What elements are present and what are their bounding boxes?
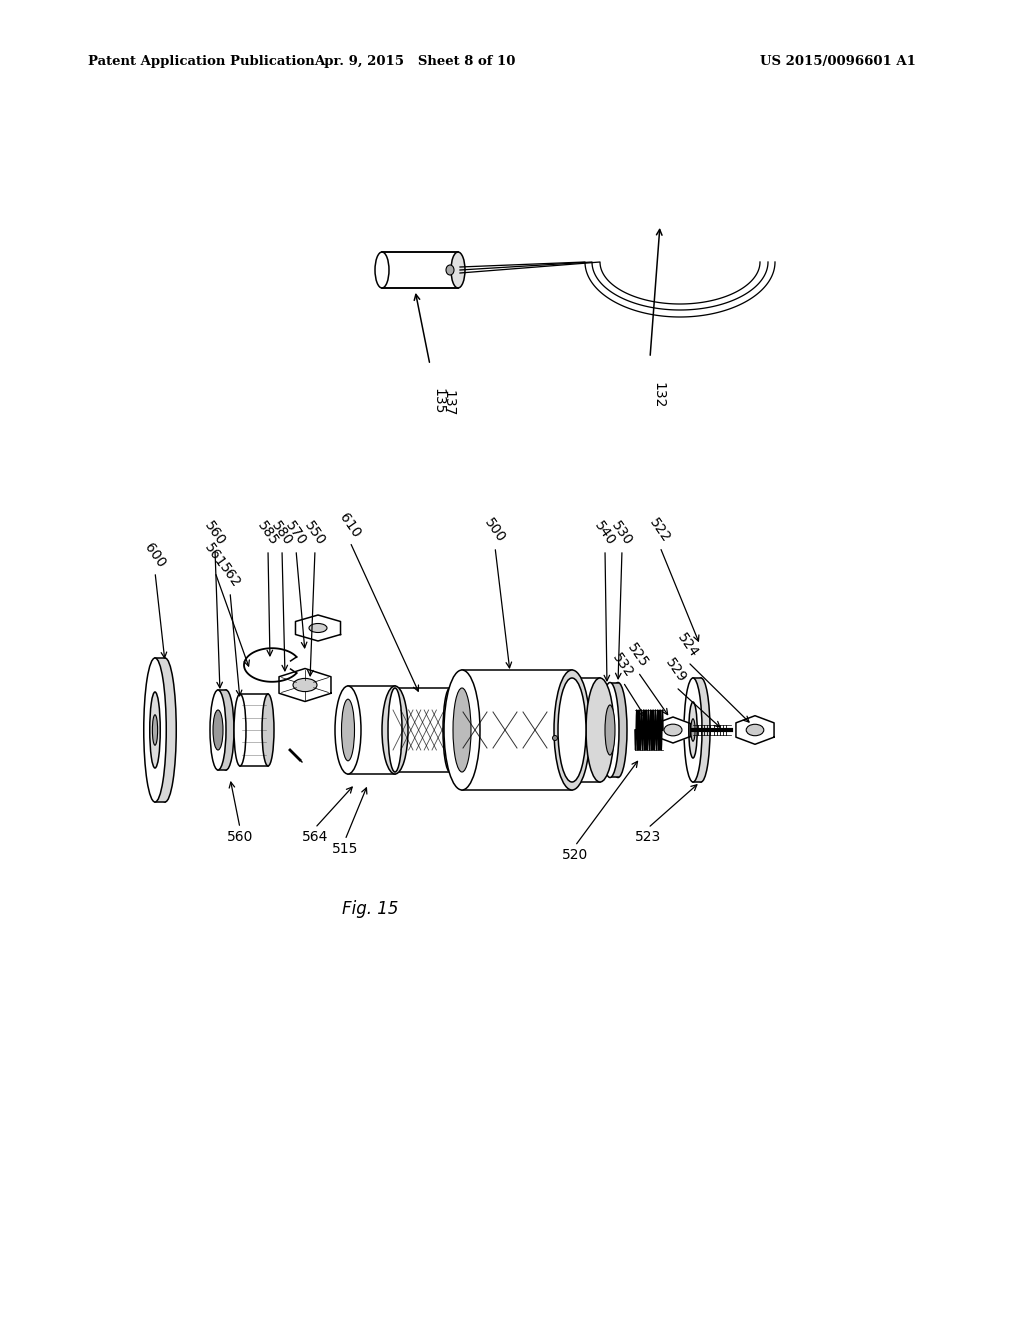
Ellipse shape: [388, 688, 402, 772]
Ellipse shape: [262, 694, 274, 766]
Text: 610: 610: [337, 511, 364, 540]
FancyBboxPatch shape: [395, 688, 450, 772]
Polygon shape: [296, 615, 341, 642]
Ellipse shape: [154, 657, 176, 803]
FancyBboxPatch shape: [348, 686, 395, 774]
Ellipse shape: [558, 678, 586, 781]
Text: 500: 500: [481, 516, 508, 545]
Ellipse shape: [150, 692, 160, 768]
Text: Fig. 15: Fig. 15: [342, 900, 398, 917]
Ellipse shape: [692, 678, 710, 781]
Text: 540: 540: [592, 519, 618, 548]
FancyBboxPatch shape: [572, 678, 600, 781]
Ellipse shape: [586, 678, 614, 781]
Text: 580: 580: [268, 519, 295, 548]
Ellipse shape: [234, 694, 246, 766]
Ellipse shape: [609, 682, 627, 777]
Ellipse shape: [689, 702, 697, 758]
FancyBboxPatch shape: [382, 252, 458, 288]
Ellipse shape: [335, 686, 361, 774]
Polygon shape: [655, 717, 690, 743]
Ellipse shape: [293, 678, 317, 692]
Ellipse shape: [691, 719, 695, 742]
Ellipse shape: [443, 688, 457, 772]
Ellipse shape: [143, 657, 166, 803]
Ellipse shape: [382, 686, 408, 774]
Ellipse shape: [684, 678, 702, 781]
Text: 562: 562: [217, 561, 244, 590]
Text: 600: 600: [141, 540, 168, 570]
Ellipse shape: [446, 265, 454, 275]
FancyBboxPatch shape: [218, 690, 226, 770]
Text: Apr. 9, 2015   Sheet 8 of 10: Apr. 9, 2015 Sheet 8 of 10: [314, 55, 516, 69]
Ellipse shape: [444, 671, 480, 789]
FancyBboxPatch shape: [240, 694, 268, 766]
Ellipse shape: [309, 623, 327, 632]
Polygon shape: [736, 715, 774, 744]
Text: US 2015/0096601 A1: US 2015/0096601 A1: [760, 55, 915, 69]
Text: 560: 560: [202, 519, 228, 548]
Text: 560: 560: [226, 830, 253, 843]
Text: 530: 530: [608, 519, 635, 548]
Text: 570: 570: [283, 519, 309, 548]
FancyBboxPatch shape: [155, 657, 165, 803]
Ellipse shape: [664, 725, 682, 735]
Ellipse shape: [453, 688, 471, 772]
Ellipse shape: [601, 682, 618, 777]
Ellipse shape: [210, 690, 226, 770]
Text: Patent Application Publication: Patent Application Publication: [88, 55, 314, 69]
Ellipse shape: [554, 671, 590, 789]
Ellipse shape: [153, 715, 158, 746]
Ellipse shape: [341, 700, 354, 760]
Text: 524: 524: [675, 631, 701, 660]
Ellipse shape: [451, 252, 465, 288]
Text: 529: 529: [663, 655, 689, 685]
Ellipse shape: [746, 725, 764, 735]
Ellipse shape: [375, 252, 389, 288]
Text: 532: 532: [609, 651, 636, 680]
Text: 135: 135: [431, 388, 445, 414]
Text: 585: 585: [255, 519, 282, 548]
Text: 525: 525: [625, 640, 651, 671]
Text: 132: 132: [651, 381, 665, 408]
FancyBboxPatch shape: [693, 678, 701, 781]
Ellipse shape: [605, 705, 615, 755]
FancyBboxPatch shape: [610, 682, 618, 777]
Ellipse shape: [213, 710, 223, 750]
Polygon shape: [279, 668, 331, 701]
Text: 522: 522: [647, 516, 673, 545]
Text: 561: 561: [202, 540, 228, 570]
Text: 520: 520: [562, 847, 588, 862]
Text: 523: 523: [635, 830, 662, 843]
Ellipse shape: [218, 690, 234, 770]
Ellipse shape: [553, 735, 557, 741]
Text: 515: 515: [332, 842, 358, 855]
Text: 137: 137: [441, 389, 455, 416]
Text: 550: 550: [302, 519, 329, 548]
FancyBboxPatch shape: [462, 671, 572, 789]
Text: 564: 564: [302, 830, 328, 843]
